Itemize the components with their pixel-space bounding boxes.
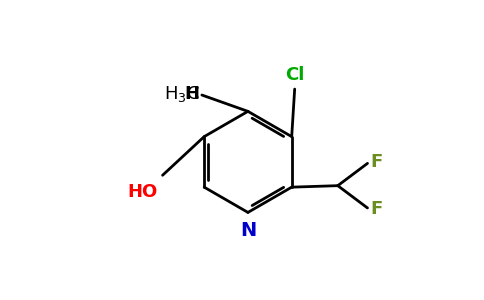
Text: F: F (370, 153, 383, 171)
Text: N: N (240, 221, 256, 240)
Text: $\mathregular{H_3C}$: $\mathregular{H_3C}$ (164, 84, 199, 104)
Text: H: H (184, 85, 199, 103)
Text: Cl: Cl (285, 66, 304, 84)
Text: F: F (370, 200, 383, 218)
Text: HO: HO (128, 183, 158, 201)
